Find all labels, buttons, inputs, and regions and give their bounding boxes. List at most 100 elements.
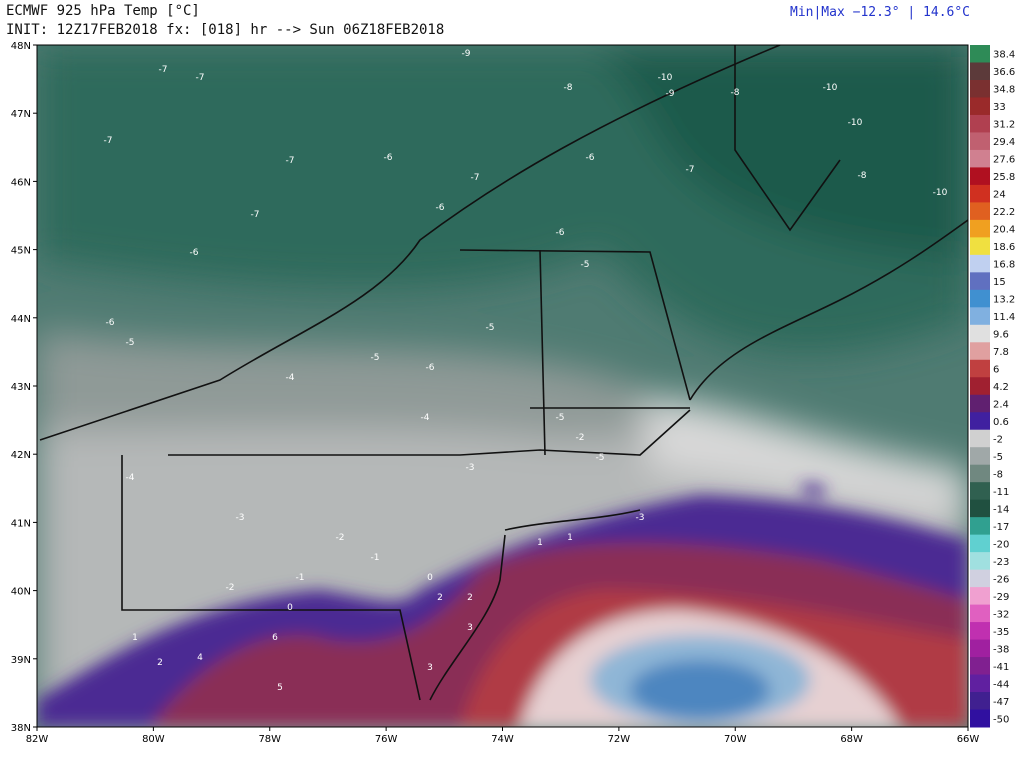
colorbar-label: -11: [993, 487, 1009, 498]
colorbar-swatch: [970, 709, 990, 728]
map-value: -8: [858, 171, 867, 181]
colorbar-label: -14: [993, 504, 1009, 515]
colorbar-label: 11.4: [993, 312, 1015, 323]
map-value: -4: [421, 413, 430, 423]
colorbar-swatch: [970, 167, 990, 186]
map-value: -6: [106, 318, 115, 328]
map-value: 4: [197, 653, 203, 663]
colorbar-label: 18.6: [993, 242, 1015, 253]
colorbar-label: -26: [993, 574, 1009, 585]
map-value: -7: [286, 156, 295, 166]
map-value: 2: [467, 593, 473, 603]
lat-label: 43N: [11, 382, 31, 393]
colorbar-swatch: [970, 237, 990, 256]
lon-label: 68W: [840, 734, 863, 745]
colorbar-swatch: [970, 622, 990, 641]
map-value: 2: [437, 593, 443, 603]
map-value: -8: [731, 88, 740, 98]
colorbar-label: 27.6: [993, 155, 1015, 166]
temperature-field: -9-7-7-7-10-9 -8 -10-10-7 -6-7-6-8-7-6-6-5-…: [37, 45, 968, 727]
map-value: -2: [336, 533, 345, 543]
colorbar-swatch: [970, 394, 990, 413]
colorbar-label: 2.4: [993, 399, 1009, 410]
map-value: -5: [371, 353, 380, 363]
map-value: -6: [436, 203, 445, 213]
colorbar-swatch: [970, 132, 990, 151]
map-value: 1: [132, 633, 138, 643]
colorbar-label: 15: [993, 277, 1006, 288]
map-value: 1: [567, 533, 573, 543]
lat-label: 38N: [11, 723, 31, 734]
colorbar-label: 34.8: [993, 85, 1015, 96]
colorbar-swatch: [970, 447, 990, 466]
colorbar-swatch: [970, 307, 990, 326]
colorbar-label: 22.2: [993, 207, 1015, 218]
map-value: -5: [126, 338, 135, 348]
colorbar-label: -23: [993, 557, 1009, 568]
colorbar-swatch: [970, 587, 990, 606]
colorbar-swatch: [970, 202, 990, 221]
map-value: -1: [296, 573, 305, 583]
init-line: INIT: 12Z17FEB2018 fx: [018] hr --> Sun …: [6, 22, 445, 38]
map-value: -4: [286, 373, 295, 383]
lat-label: 39N: [11, 655, 31, 666]
map-value: -8: [564, 83, 573, 93]
map-value: 3: [467, 623, 473, 633]
colorbar-swatch: [970, 219, 990, 238]
colorbar-label: 7.8: [993, 347, 1009, 358]
map-value: 2: [157, 658, 163, 668]
colorbar-label: 38.4: [993, 50, 1015, 61]
lat-label: 46N: [11, 177, 31, 188]
colorbar-label: 4.2: [993, 382, 1009, 393]
colorbar-swatch: [970, 254, 990, 273]
map-value: -7: [471, 173, 480, 183]
title: ECMWF 925 hPa Temp [°C]: [6, 3, 200, 19]
colorbar-swatch: [970, 272, 990, 291]
colorbar-label: -8: [993, 469, 1003, 480]
map-value: -3: [236, 513, 245, 523]
colorbar-swatch: [970, 114, 990, 133]
colorbar-swatch: [970, 429, 990, 448]
colorbar-label: 9.6: [993, 330, 1009, 341]
map-value: -7: [159, 65, 168, 75]
lat-label: 47N: [11, 109, 31, 120]
map-value: -7: [251, 210, 260, 220]
colorbar-swatch: [970, 45, 990, 63]
colorbar-label: 31.2: [993, 120, 1015, 131]
map-value: 6: [272, 633, 278, 643]
colorbar-swatch: [970, 377, 990, 396]
colorbar-label: 33: [993, 102, 1006, 113]
colorbar-swatch: [970, 149, 990, 168]
map-value: -7: [686, 165, 695, 175]
map-value: -5: [581, 260, 590, 270]
map-value: -6: [190, 248, 199, 258]
colorbar-swatch: [970, 324, 990, 343]
colorbar-label: 13.2: [993, 295, 1015, 306]
map-value: -1: [371, 553, 380, 563]
lat-label: 40N: [11, 587, 31, 598]
lon-label: 78W: [258, 734, 281, 745]
colorbar-swatch: [970, 412, 990, 431]
map-value: -3: [636, 513, 645, 523]
colorbar-swatch: [970, 79, 990, 98]
colorbar-swatch: [970, 639, 990, 658]
map-value: 1: [537, 538, 543, 548]
colorbar-label: 16.8: [993, 260, 1015, 271]
colorbar-swatch: [970, 569, 990, 588]
map-value: -5: [556, 413, 565, 423]
lat-label: 48N: [11, 41, 31, 52]
lon-label: 76W: [375, 734, 398, 745]
colorbar-label: -38: [993, 644, 1009, 655]
map-value: -2: [576, 433, 585, 443]
colorbar-label: 25.8: [993, 172, 1015, 183]
map-value: 0: [427, 573, 433, 583]
colorbar-swatch: [970, 62, 990, 81]
map-value: 0: [287, 603, 293, 613]
colorbar-swatch: [970, 359, 990, 378]
map-value: -7: [104, 136, 113, 146]
colorbar-label: 29.4: [993, 137, 1015, 148]
map-value: -2: [226, 583, 235, 593]
map-value: -3: [466, 463, 475, 473]
